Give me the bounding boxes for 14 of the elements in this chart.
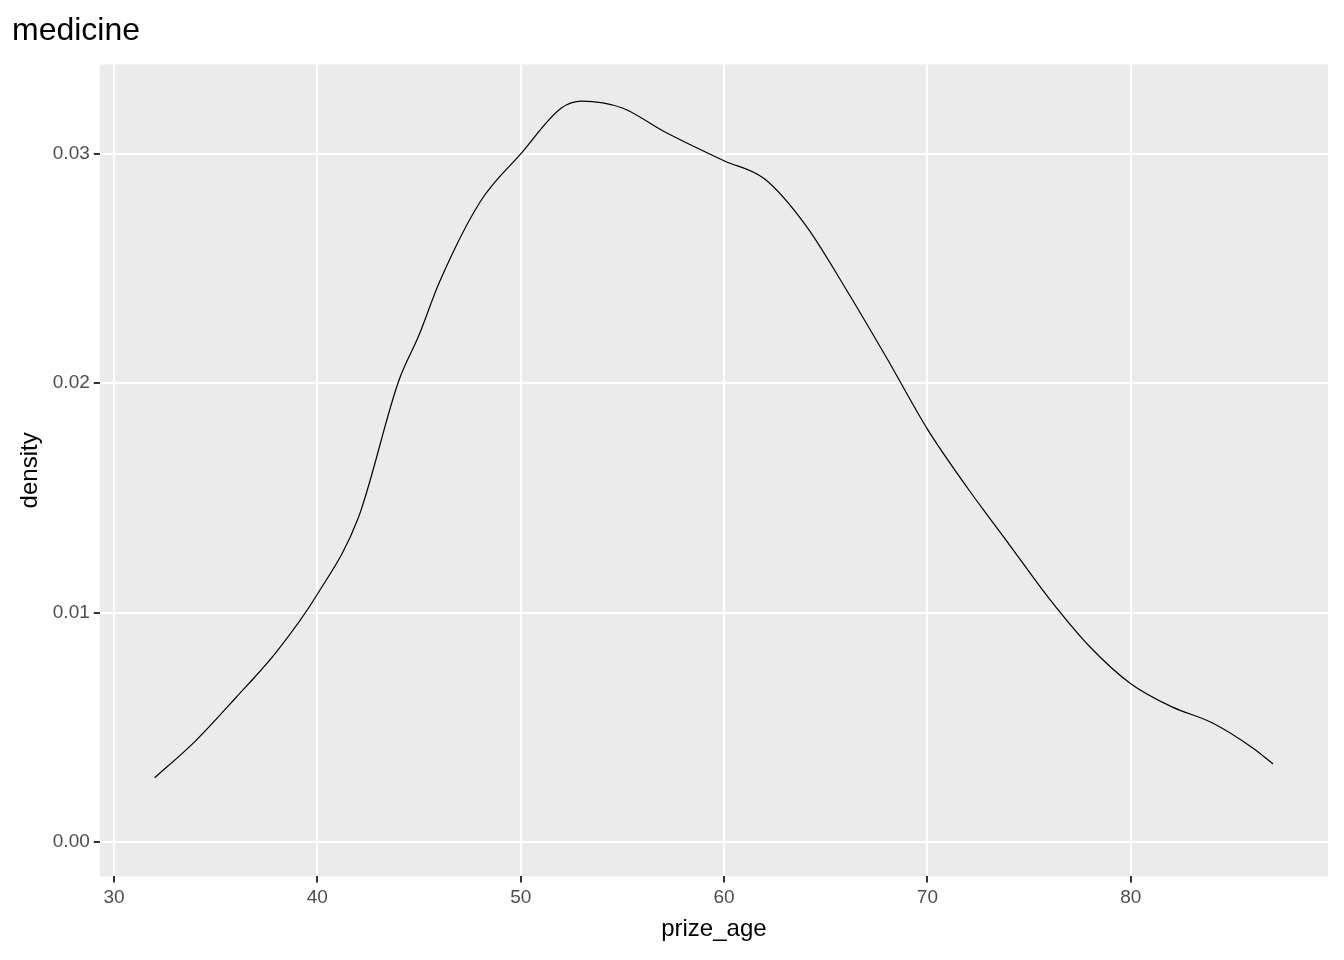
- chart-title: medicine: [12, 11, 141, 48]
- x-tick-label: 80: [1120, 886, 1142, 908]
- x-tick-label: 70: [916, 886, 938, 908]
- y-tick-label: 0.03: [52, 142, 90, 164]
- y-axis-title: density: [15, 432, 43, 509]
- y-tick-label: 0.01: [52, 600, 90, 622]
- y-tick-label: 0.00: [52, 830, 90, 852]
- y-tick-label: 0.02: [52, 371, 90, 393]
- x-axis-title: prize_age: [661, 914, 767, 942]
- x-tick-label: 40: [306, 886, 328, 908]
- x-tick-label: 30: [103, 886, 125, 908]
- x-tick-label: 60: [713, 886, 735, 908]
- x-tick-label: 50: [510, 886, 532, 908]
- line-series: [154, 100, 1274, 779]
